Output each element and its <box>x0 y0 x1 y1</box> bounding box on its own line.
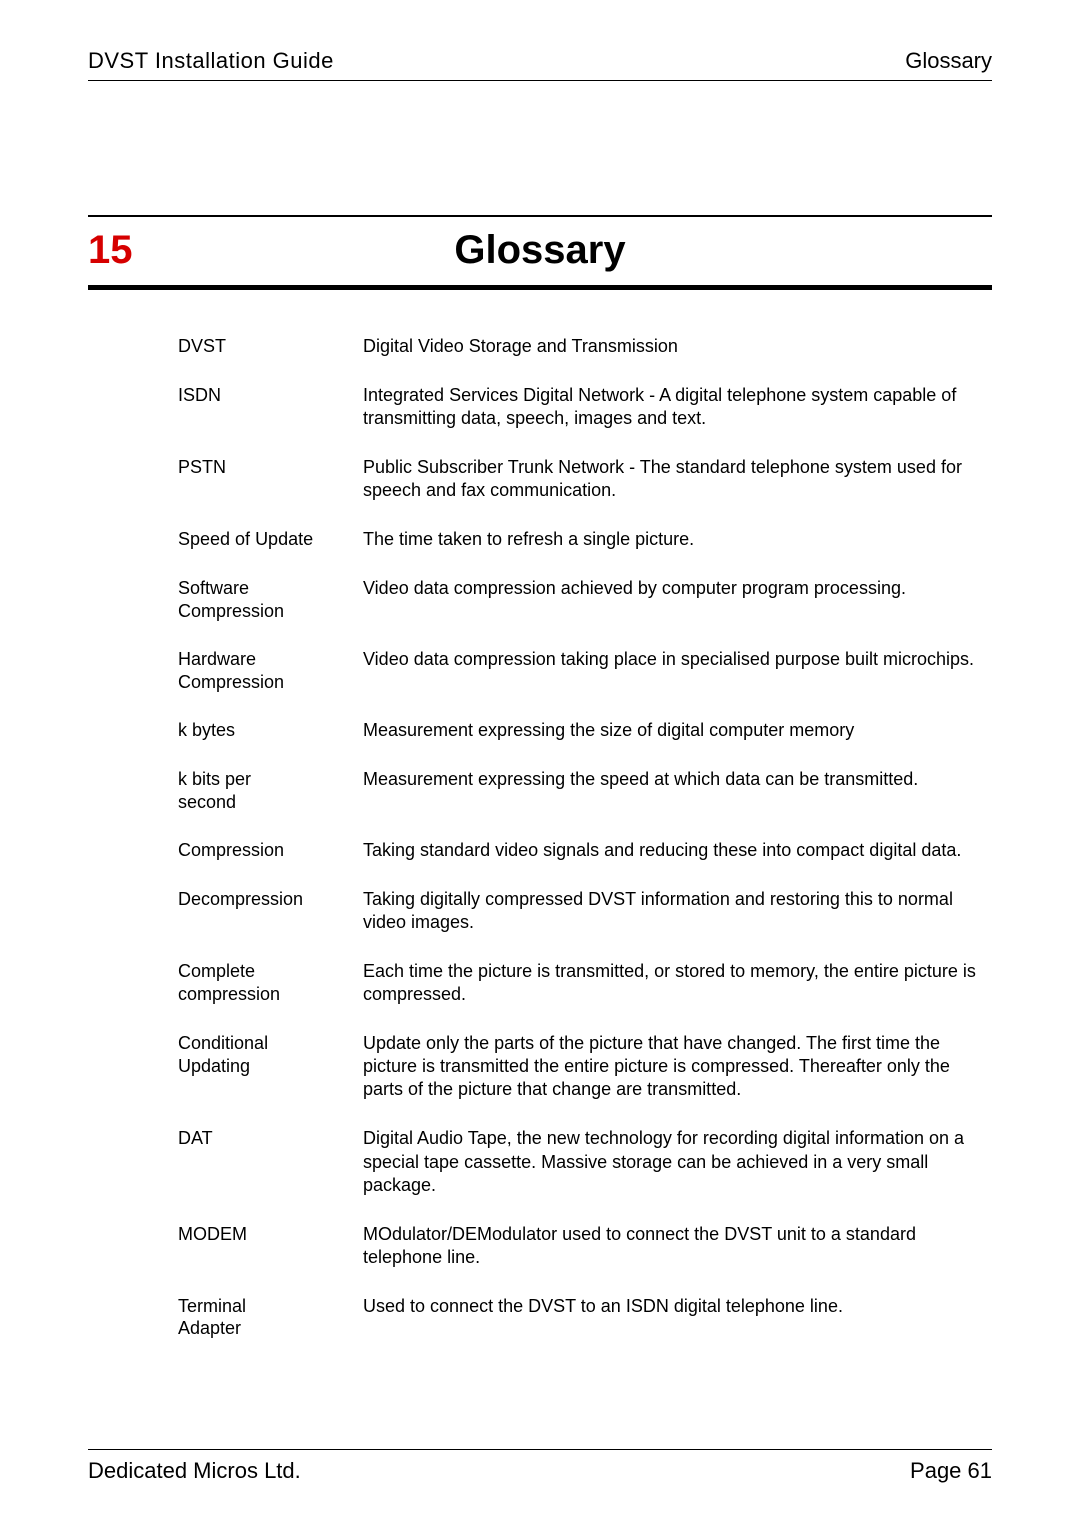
glossary-definition: Measurement expressing the size of digit… <box>363 719 992 742</box>
glossary-entry: MODEMMOdulator/DEModulator used to conne… <box>178 1223 992 1269</box>
glossary-definition: Taking digitally compressed DVST informa… <box>363 888 992 934</box>
glossary-term: PSTN <box>178 456 363 479</box>
glossary-entry: Conditional UpdatingUpdate only the part… <box>178 1032 992 1101</box>
glossary-entry: Terminal AdapterUsed to connect the DVST… <box>178 1295 992 1340</box>
glossary-entry: DecompressionTaking digitally compressed… <box>178 888 992 934</box>
glossary-term: DVST <box>178 335 363 358</box>
glossary-term: Hardware Compression <box>178 648 363 693</box>
glossary-term: MODEM <box>178 1223 363 1246</box>
glossary-term: Complete compression <box>178 960 363 1005</box>
chapter-rule-top <box>88 215 992 217</box>
glossary-definition: Integrated Services Digital Network - A … <box>363 384 992 430</box>
footer-right: Page 61 <box>910 1458 992 1484</box>
glossary-entry: DATDigital Audio Tape, the new technolog… <box>178 1127 992 1196</box>
glossary-term: k bytes <box>178 719 363 742</box>
chapter-rule-bottom <box>88 285 992 290</box>
glossary-entry: Complete compressionEach time the pictur… <box>178 960 992 1006</box>
glossary-entry: DVSTDigital Video Storage and Transmissi… <box>178 335 992 358</box>
glossary-definition: Update only the parts of the picture tha… <box>363 1032 992 1101</box>
glossary-entry: ISDNIntegrated Services Digital Network … <box>178 384 992 430</box>
header-rule <box>88 80 992 81</box>
glossary-definition: Video data compression achieved by compu… <box>363 577 992 600</box>
glossary-definition: Public Subscriber Trunk Network - The st… <box>363 456 992 502</box>
glossary-definition: Measurement expressing the speed at whic… <box>363 768 992 791</box>
glossary-definition: Digital Audio Tape, the new technology f… <box>363 1127 992 1196</box>
glossary-definition: MOdulator/DEModulator used to connect th… <box>363 1223 992 1269</box>
glossary-definition: Used to connect the DVST to an ISDN digi… <box>363 1295 992 1318</box>
glossary-entry: Speed of UpdateThe time taken to refresh… <box>178 528 992 551</box>
glossary-term: Compression <box>178 839 363 862</box>
glossary-entry: k bytesMeasurement expressing the size o… <box>178 719 992 742</box>
glossary-definition: The time taken to refresh a single pictu… <box>363 528 992 551</box>
glossary-definition: Each time the picture is transmitted, or… <box>363 960 992 1006</box>
glossary-definition: Taking standard video signals and reduci… <box>363 839 992 862</box>
header-right: Glossary <box>905 48 992 74</box>
glossary-term: Decompression <box>178 888 363 911</box>
chapter-title: Glossary <box>0 228 1080 273</box>
glossary-term: Terminal Adapter <box>178 1295 363 1340</box>
footer-rule <box>88 1449 992 1450</box>
glossary-term: DAT <box>178 1127 363 1150</box>
glossary-entry: Hardware CompressionVideo data compressi… <box>178 648 992 693</box>
glossary-term: ISDN <box>178 384 363 407</box>
glossary-entry: Software CompressionVideo data compressi… <box>178 577 992 622</box>
glossary-entry: CompressionTaking standard video signals… <box>178 839 992 862</box>
glossary-list: DVSTDigital Video Storage and Transmissi… <box>178 335 992 1366</box>
glossary-term: k bits per second <box>178 768 363 813</box>
glossary-entry: PSTNPublic Subscriber Trunk Network - Th… <box>178 456 992 502</box>
glossary-term: Speed of Update <box>178 528 363 551</box>
footer-left: Dedicated Micros Ltd. <box>88 1458 301 1484</box>
glossary-term: Conditional Updating <box>178 1032 363 1077</box>
header-left: DVST Installation Guide <box>88 48 334 74</box>
glossary-definition: Digital Video Storage and Transmission <box>363 335 992 358</box>
glossary-term: Software Compression <box>178 577 363 622</box>
glossary-definition: Video data compression taking place in s… <box>363 648 992 671</box>
glossary-entry: k bits per secondMeasurement expressing … <box>178 768 992 813</box>
